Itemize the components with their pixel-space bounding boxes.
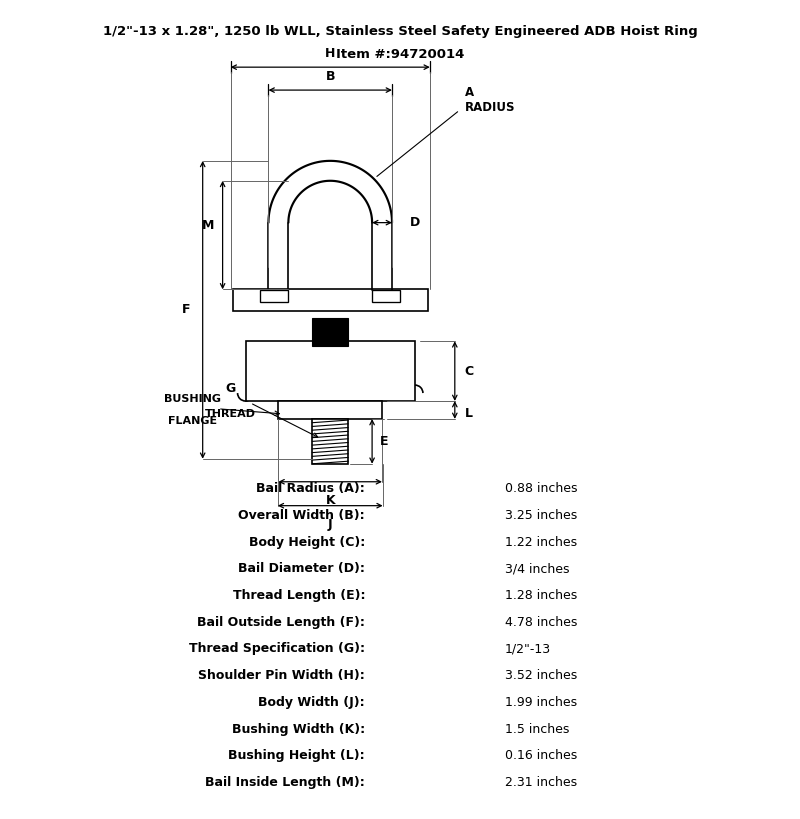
Text: 3.25 inches: 3.25 inches: [505, 509, 577, 522]
Text: BUSHING: BUSHING: [164, 394, 222, 404]
Text: 1/2"-13: 1/2"-13: [505, 642, 550, 655]
Text: G: G: [226, 382, 236, 395]
Text: 1.99 inches: 1.99 inches: [505, 696, 577, 709]
Bar: [261, 291, 288, 302]
Text: 0.16 inches: 0.16 inches: [505, 749, 577, 762]
Text: A
RADIUS: A RADIUS: [465, 86, 515, 114]
Text: 1.28 inches: 1.28 inches: [505, 589, 577, 602]
Text: 1.5 inches: 1.5 inches: [505, 722, 569, 735]
Text: C: C: [465, 364, 474, 378]
Text: Bushing Width (K):: Bushing Width (K):: [232, 722, 365, 735]
Text: Bail Radius (A):: Bail Radius (A):: [256, 482, 365, 495]
Text: Body Height (C):: Body Height (C):: [249, 536, 365, 549]
Text: H: H: [325, 48, 335, 60]
Bar: [278, 401, 382, 419]
Text: K: K: [326, 494, 335, 507]
Text: 1.22 inches: 1.22 inches: [505, 536, 577, 549]
Text: L: L: [465, 408, 473, 420]
Text: M: M: [202, 219, 214, 232]
Bar: [233, 289, 428, 311]
Text: FLANGE: FLANGE: [168, 416, 218, 426]
Text: J: J: [328, 518, 333, 531]
Text: 0.88 inches: 0.88 inches: [505, 482, 577, 495]
Text: Thread Specification (G):: Thread Specification (G):: [189, 642, 365, 655]
Bar: [246, 342, 415, 401]
Text: 1/2"-13 x 1.28", 1250 lb WLL, Stainless Steel Safety Engineered ADB Hoist Ring: 1/2"-13 x 1.28", 1250 lb WLL, Stainless …: [102, 25, 698, 38]
Text: 2.31 inches: 2.31 inches: [505, 776, 577, 789]
Text: 3/4 inches: 3/4 inches: [505, 563, 569, 576]
Bar: [312, 419, 348, 464]
Text: Bail Diameter (D):: Bail Diameter (D):: [238, 563, 365, 576]
Text: Thread Length (E):: Thread Length (E):: [233, 589, 365, 602]
Text: 3.52 inches: 3.52 inches: [505, 669, 577, 682]
Text: F: F: [182, 303, 190, 316]
Text: B: B: [326, 70, 335, 83]
Text: Bushing Height (L):: Bushing Height (L):: [229, 749, 365, 762]
Text: Body Width (J):: Body Width (J):: [258, 696, 365, 709]
Bar: [312, 319, 348, 346]
Text: Bail Outside Length (F):: Bail Outside Length (F):: [198, 616, 365, 629]
Text: Overall Width (B):: Overall Width (B):: [238, 509, 365, 522]
Text: THREAD: THREAD: [205, 409, 256, 419]
Text: D: D: [410, 216, 420, 229]
Text: E: E: [380, 435, 389, 448]
Text: 4.78 inches: 4.78 inches: [505, 616, 577, 629]
Text: Shoulder Pin Width (H):: Shoulder Pin Width (H):: [198, 669, 365, 682]
Text: Item #:94720014: Item #:94720014: [336, 48, 464, 61]
Text: Bail Inside Length (M):: Bail Inside Length (M):: [206, 776, 365, 789]
Bar: [372, 291, 400, 302]
